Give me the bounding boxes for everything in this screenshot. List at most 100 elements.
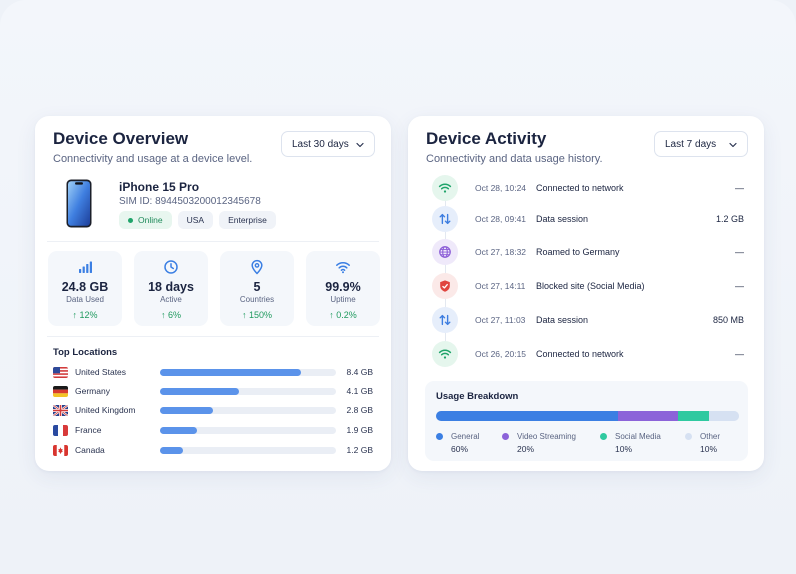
device-activity-card: Device Activity Connectivity and data us… [408,116,764,471]
location-row-us: United States 8.4 GB [53,366,375,380]
stat-value: 24.8 GB [61,280,109,294]
location-value: 1.9 GB [346,425,373,435]
divider [47,241,379,242]
country-badge: USA [177,211,214,229]
usage-bar [160,369,336,376]
event-description: Connected to network [536,183,624,193]
location-value: 1.2 GB [346,445,373,455]
divider [47,336,379,337]
plan-badge: Enterprise [219,211,276,229]
location-name: United States [75,367,127,377]
activity-row[interactable]: Oct 27, 14:11 Blocked site (Social Media… [432,273,744,299]
usage-bar [160,427,336,434]
segment-video-streaming [617,411,679,421]
stat-value: 99.9% [325,280,361,294]
ca-flag-icon [53,445,68,456]
location-value: 2.8 GB [346,405,373,415]
event-time: Oct 26, 20:15 [475,349,527,359]
legend-percent: 10% [700,444,718,454]
event-description: Connected to network [536,349,624,359]
usage-breakdown-title: Usage Breakdown [436,391,519,402]
status-badge: Online [119,211,172,229]
location-row-germany: Germany 4.1 GB [53,385,375,399]
wifi-icon [336,261,350,274]
segment-social-media [678,411,709,421]
stat-countries: 5 Countries ↑ 150% [220,251,294,326]
period-dropdown[interactable]: Last 7 days [654,131,748,157]
online-dot-icon [128,217,133,223]
usage-breakdown-panel: Usage Breakdown General 60% Video Stream… [425,381,748,461]
event-value: — [735,281,744,291]
timeline-line [445,186,446,356]
location-name: United Kingdom [75,405,136,415]
card-subtitle: Connectivity and usage at a device level… [53,153,253,165]
stat-label: Uptime [330,295,356,304]
event-value: 850 MB [712,315,744,325]
fr-flag-icon [53,425,68,436]
location-value: 8.4 GB [346,367,373,377]
legend-dot-icon [502,433,509,440]
us-flag-icon [53,367,68,378]
top-locations-title: Top Locations [53,347,118,358]
device-badges: Online USA Enterprise [119,211,276,229]
event-description: Data session [536,214,589,224]
location-name: France [75,425,102,435]
event-value: — [735,247,744,257]
card-title: Device Overview [53,129,189,148]
usage-breakdown-bar [436,411,739,421]
location-name: Germany [75,386,110,396]
chevron-down-icon [729,142,737,148]
legend-dot-icon [600,433,607,440]
legend-label: General [451,432,480,441]
event-value: 1.2 GB [715,214,744,224]
event-time: Oct 27, 11:03 [475,315,526,325]
legend-dot-icon [685,433,692,440]
activity-row[interactable]: Oct 27, 11:03 Data session 850 MB [432,307,744,333]
chevron-down-icon [356,142,364,148]
usage-bar-fill [160,369,301,376]
event-description: Blocked site (Social Media) [536,281,645,291]
usage-bar [160,447,336,454]
transfer-arrows-icon [432,206,458,232]
segment-other [708,411,739,421]
stat-uptime: 99.9% Uptime ↑ 0.2% [306,251,380,326]
legend-label: Other [700,432,721,441]
activity-row[interactable]: Oct 28, 10:24 Connected to network — [432,175,744,201]
period-dropdown-label: Last 7 days [665,138,717,150]
activity-row[interactable]: Oct 28, 09:41 Data session 1.2 GB [432,206,744,232]
clock-icon [164,260,178,274]
activity-row[interactable]: Oct 26, 20:15 Connected to network — [432,341,744,367]
location-value: 4.1 GB [346,386,373,396]
legend-dot-icon [436,433,443,440]
legend-percent: 20% [517,444,535,454]
period-dropdown[interactable]: Last 30 days [281,131,375,157]
usage-bar-fill [160,388,240,395]
period-dropdown-label: Last 30 days [292,138,349,150]
device-overview-card: Device Overview Connectivity and usage a… [35,116,391,471]
legend-label: Social Media [615,432,661,441]
usage-bar [160,407,336,414]
location-pin-icon [251,259,263,275]
phone-image [66,179,92,228]
stat-active: 18 days Active ↑ 6% [134,251,208,326]
globe-icon [432,239,458,265]
de-flag-icon [53,386,68,397]
location-row-uk: United Kingdom 2.8 GB [53,404,375,418]
event-description: Roamed to Germany [536,247,620,257]
event-time: Oct 28, 09:41 [475,214,527,224]
uk-flag-icon [53,405,68,416]
legend-label: Video Streaming [517,432,576,441]
event-time: Oct 28, 10:24 [475,183,527,193]
location-row-france: France 1.9 GB [53,424,375,438]
event-time: Oct 27, 14:11 [475,281,526,291]
stat-trend: ↑ 150% [241,310,273,320]
usage-bar-fill [160,447,183,454]
stat-data-used: 24.8 GB Data Used ↑ 12% [48,251,122,326]
wifi-icon [432,341,458,367]
location-row-canada: Canada 1.2 GB [53,444,375,458]
stat-label: Countries [239,295,275,304]
device-name: iPhone 15 Pro [119,180,200,194]
stat-value: 18 days [148,280,194,294]
event-time: Oct 27, 18:32 [475,247,527,257]
activity-row[interactable]: Oct 27, 18:32 Roamed to Germany — [432,239,744,265]
